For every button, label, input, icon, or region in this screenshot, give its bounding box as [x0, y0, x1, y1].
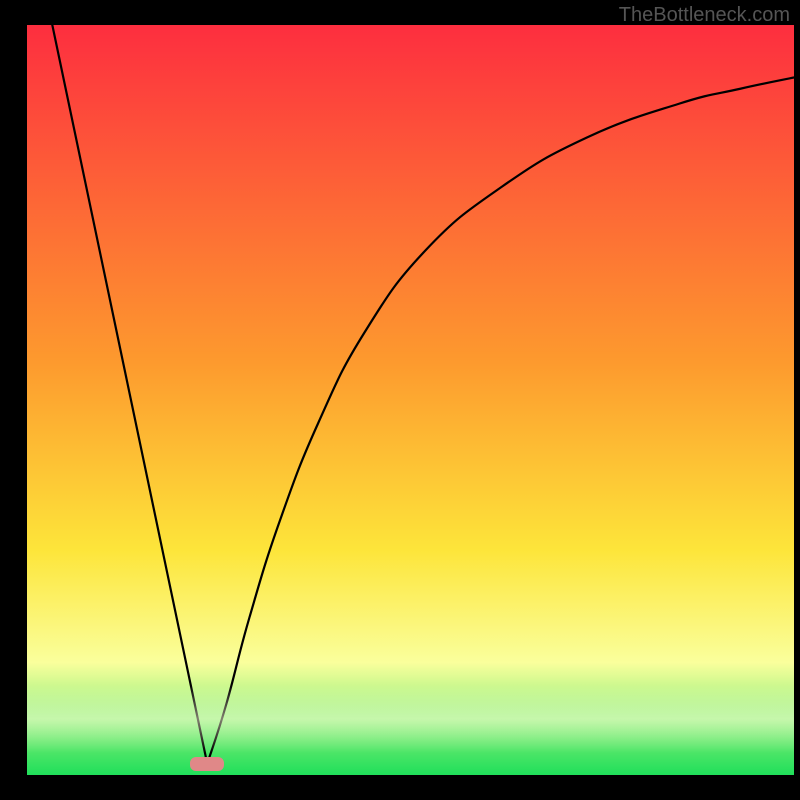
- watermark-text: TheBottleneck.com: [619, 4, 790, 27]
- optimal-point-marker: [190, 757, 224, 771]
- chart-plot-area: [27, 25, 794, 775]
- bottleneck-curve: [27, 25, 794, 775]
